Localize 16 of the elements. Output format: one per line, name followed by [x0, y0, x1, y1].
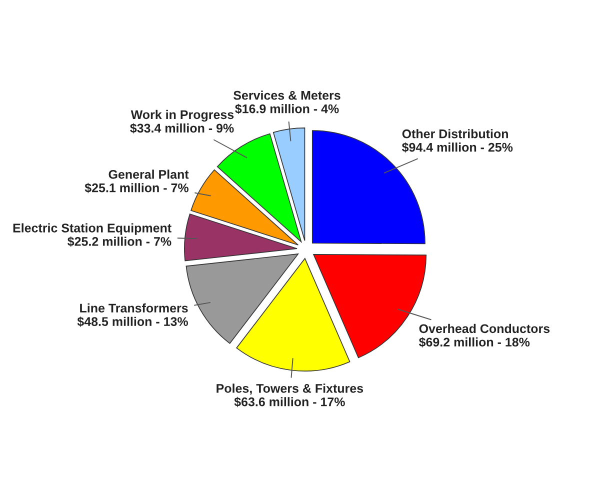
slice-label: Poles, Towers & Fixtures: [216, 384, 364, 395]
data-label: $25.1 million - 7%: [84, 182, 188, 194]
data-label: $94.4 million - 25%: [402, 142, 513, 153]
data-label: $25.2 million - 7%: [68, 236, 172, 247]
slice-label: Overhead Conductors: [419, 324, 550, 334]
slice-label: Line Transformers: [80, 303, 188, 313]
data-label: $63.6 million - 17%: [234, 396, 345, 408]
data-label: $16.9 million - 4%: [235, 104, 339, 114]
data-label: $33.4 million - 9%: [130, 123, 234, 134]
slice-label: Electric Station Equipment: [13, 223, 172, 235]
slice-label: Other Distribution: [402, 129, 508, 138]
slice-label: Services & Meters: [234, 90, 340, 100]
data-label: $69.2 million - 18%: [418, 337, 530, 348]
data-label: $48.5 million - 13%: [77, 316, 188, 327]
slice-label: Work in Progress: [130, 110, 234, 122]
slice-label: General Plant: [108, 170, 189, 179]
